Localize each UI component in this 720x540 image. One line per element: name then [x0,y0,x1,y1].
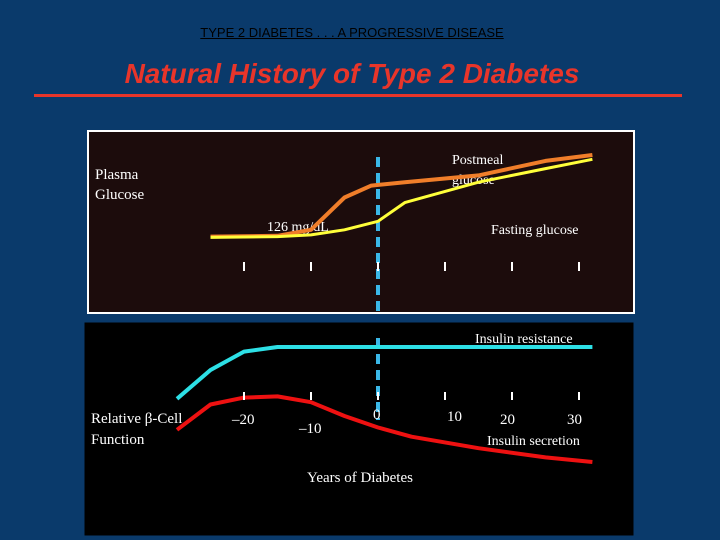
fasting-glucose-label: Fasting glucose [491,223,579,238]
postmeal-glucose-line [210,153,593,239]
x-tick-label-0: 0 [373,407,381,423]
postmeal-label-line1: Postmeal [452,153,503,168]
bottom-panel [83,321,635,537]
x-axis-label: Years of Diabetes [307,470,413,486]
x-tick-label--10: –10 [298,421,322,437]
plasma-glucose-label-line1: Plasma [95,167,139,183]
insulin-resistance-line [175,345,593,401]
fasting-glucose-line [210,157,593,239]
insulin-resistance-label: Insulin resistance [475,332,573,347]
plasma-glucose-label-line2: Glucose [95,187,144,203]
insulin-secretion-line [175,394,593,464]
title-rule [34,94,682,97]
slide-header: TYPE 2 DIABETES . . . A PROGRESSIVE DISE… [200,25,504,40]
slide-title: Natural History of Type 2 Diabetes [124,58,580,89]
beta-cell-label-line2: Function [91,432,145,448]
x-tick-label-20: 20 [500,412,515,428]
x-tick-label-10: 10 [447,409,462,425]
beta-cell-label-line1: Relative β-Cell [91,411,182,427]
x-tick-label--20: –20 [231,412,255,428]
x-tick-label-30: 30 [567,412,582,428]
threshold-label: 126 mg/dL [267,220,329,235]
insulin-secretion-label: Insulin secretion [487,434,580,449]
